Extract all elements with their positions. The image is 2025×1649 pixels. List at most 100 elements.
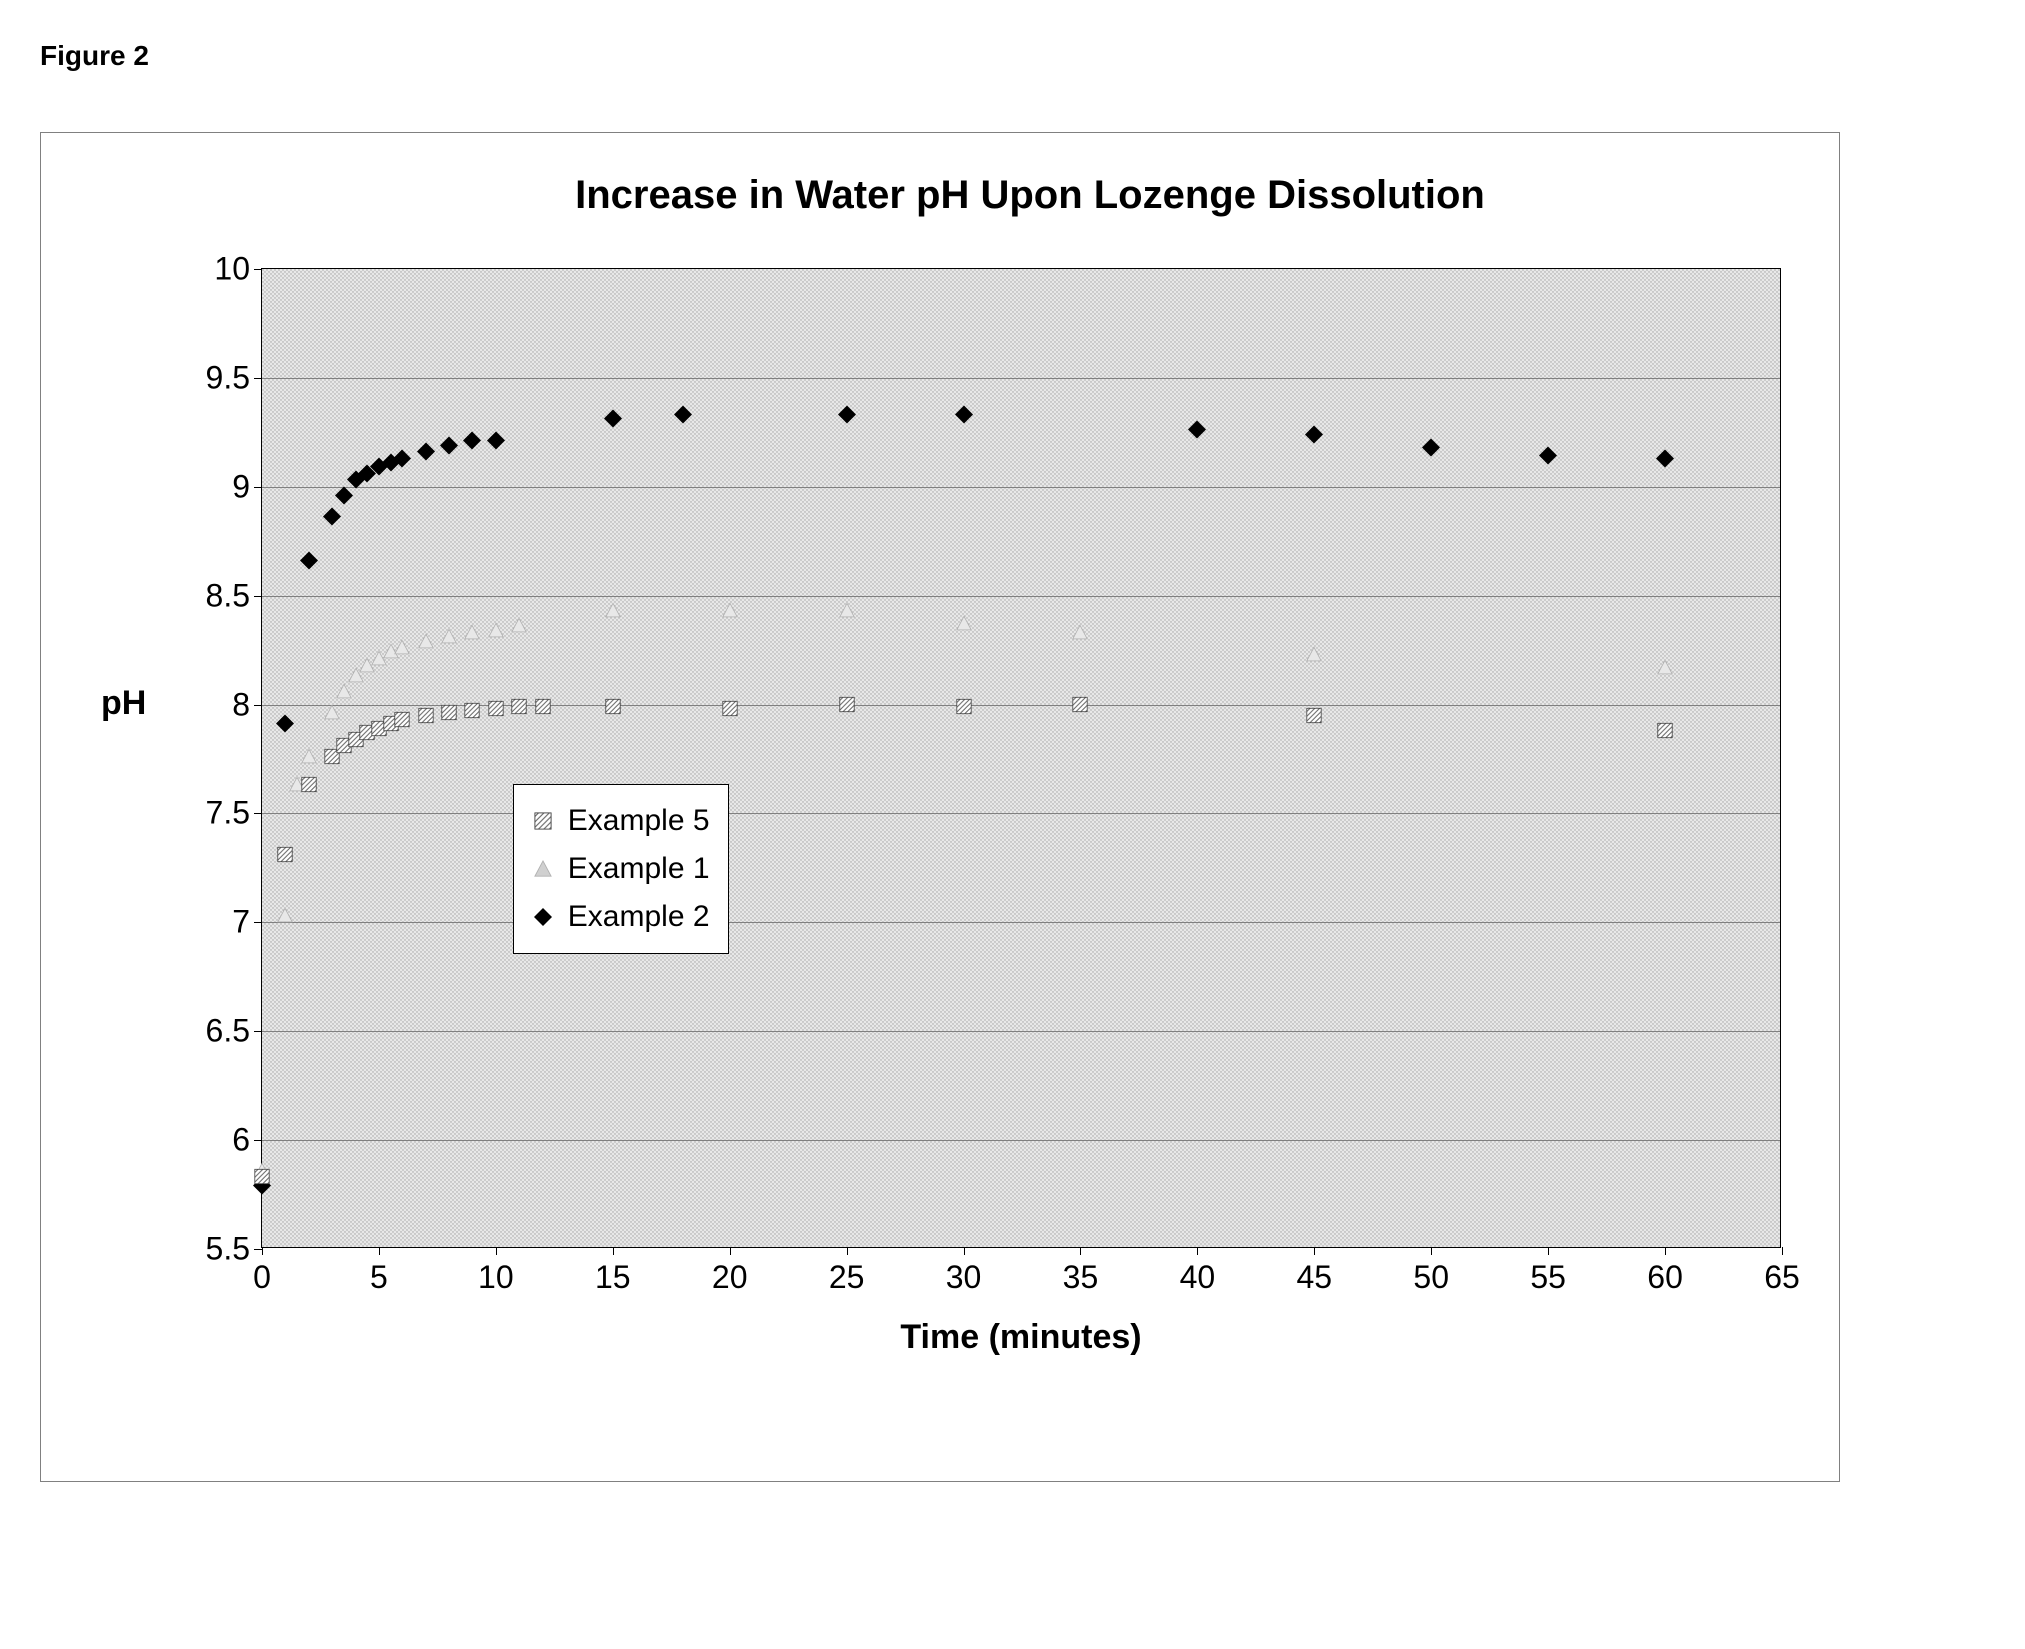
y-tick-label: 5.5 — [206, 1231, 250, 1268]
data-point — [301, 749, 317, 770]
x-tick-mark — [1314, 1247, 1315, 1255]
x-tick-label: 65 — [1764, 1259, 1800, 1296]
gridline — [262, 1140, 1780, 1141]
y-tick-label: 8 — [232, 686, 250, 723]
y-tick-label: 6.5 — [206, 1013, 250, 1050]
data-point — [394, 640, 410, 661]
y-tick-label: 6 — [232, 1122, 250, 1159]
legend: Example 5Example 1Example 2 — [513, 784, 729, 954]
x-tick-mark — [847, 1247, 848, 1255]
data-point — [276, 715, 294, 738]
x-tick-mark — [1197, 1247, 1198, 1255]
data-point — [301, 777, 317, 798]
data-point — [418, 707, 434, 728]
data-point — [300, 552, 318, 575]
y-tick-label: 7 — [232, 904, 250, 941]
data-point — [277, 907, 293, 928]
legend-swatch-icon — [532, 858, 554, 880]
x-tick-label: 5 — [370, 1259, 388, 1296]
data-point — [487, 432, 505, 455]
legend-swatch-icon — [532, 906, 554, 928]
data-point — [464, 703, 480, 724]
data-point — [1422, 438, 1440, 461]
y-tick-label: 7.5 — [206, 795, 250, 832]
y-tick-mark — [254, 487, 262, 488]
y-tick-mark — [254, 378, 262, 379]
x-tick-label: 15 — [595, 1259, 631, 1296]
figure-label: Figure 2 — [40, 40, 1985, 72]
data-point — [440, 436, 458, 459]
gridline — [262, 922, 1780, 923]
data-point — [604, 410, 622, 433]
data-point — [441, 629, 457, 650]
gridline — [262, 378, 1780, 379]
chart-title: Increase in Water pH Upon Lozenge Dissol… — [41, 133, 1839, 218]
legend-swatch-icon — [532, 810, 554, 832]
x-tick-mark — [1548, 1247, 1549, 1255]
data-point — [674, 406, 692, 429]
x-tick-label: 30 — [946, 1259, 982, 1296]
y-tick-label: 10 — [214, 251, 250, 288]
data-point — [1072, 624, 1088, 645]
y-tick-label: 9.5 — [206, 359, 250, 396]
x-tick-label: 35 — [1063, 1259, 1099, 1296]
data-point — [956, 616, 972, 637]
legend-label: Example 5 — [568, 797, 710, 845]
plot-area: 5.566.577.588.599.5100510152025303540455… — [261, 268, 1781, 1248]
gridline — [262, 596, 1780, 597]
data-point — [277, 847, 293, 868]
x-tick-mark — [730, 1247, 731, 1255]
data-point — [1306, 707, 1322, 728]
plot-background — [262, 269, 1780, 1247]
x-tick-mark — [1782, 1247, 1783, 1255]
legend-item: Example 1 — [532, 845, 710, 893]
chart-container: Increase in Water pH Upon Lozenge Dissol… — [40, 132, 1840, 1482]
data-point — [324, 705, 340, 726]
x-tick-mark — [613, 1247, 614, 1255]
data-point — [838, 406, 856, 429]
data-point — [1657, 722, 1673, 743]
data-point — [956, 698, 972, 719]
y-tick-label: 8.5 — [206, 577, 250, 614]
y-tick-mark — [254, 922, 262, 923]
legend-label: Example 1 — [568, 845, 710, 893]
x-tick-mark — [379, 1247, 380, 1255]
y-tick-mark — [254, 1249, 262, 1250]
data-point — [605, 603, 621, 624]
data-point — [1306, 646, 1322, 667]
data-point — [393, 449, 411, 472]
data-point — [418, 633, 434, 654]
x-tick-label: 60 — [1647, 1259, 1683, 1296]
data-point — [839, 603, 855, 624]
gridline — [262, 1031, 1780, 1032]
gridline — [262, 487, 1780, 488]
x-tick-mark — [1080, 1247, 1081, 1255]
chart-body: 5.566.577.588.599.5100510152025303540455… — [41, 218, 1839, 1446]
data-point — [722, 603, 738, 624]
x-tick-mark — [496, 1247, 497, 1255]
x-tick-mark — [1431, 1247, 1432, 1255]
data-point — [1072, 696, 1088, 717]
x-tick-label: 25 — [829, 1259, 865, 1296]
y-tick-mark — [254, 596, 262, 597]
y-tick-mark — [254, 1031, 262, 1032]
y-axis-label: pH — [101, 684, 146, 723]
y-tick-label: 9 — [232, 468, 250, 505]
data-point — [394, 711, 410, 732]
data-point — [488, 701, 504, 722]
x-axis-label: Time (minutes) — [900, 1318, 1141, 1357]
y-tick-mark — [254, 813, 262, 814]
y-tick-mark — [254, 269, 262, 270]
legend-label: Example 2 — [568, 893, 710, 941]
legend-item: Example 5 — [532, 797, 710, 845]
data-point — [1539, 447, 1557, 470]
x-tick-label: 20 — [712, 1259, 748, 1296]
data-point — [254, 1169, 270, 1190]
data-point — [1656, 449, 1674, 472]
data-point — [323, 508, 341, 531]
data-point — [605, 698, 621, 719]
data-point — [417, 443, 435, 466]
y-tick-mark — [254, 1140, 262, 1141]
y-tick-mark — [254, 705, 262, 706]
data-point — [839, 696, 855, 717]
